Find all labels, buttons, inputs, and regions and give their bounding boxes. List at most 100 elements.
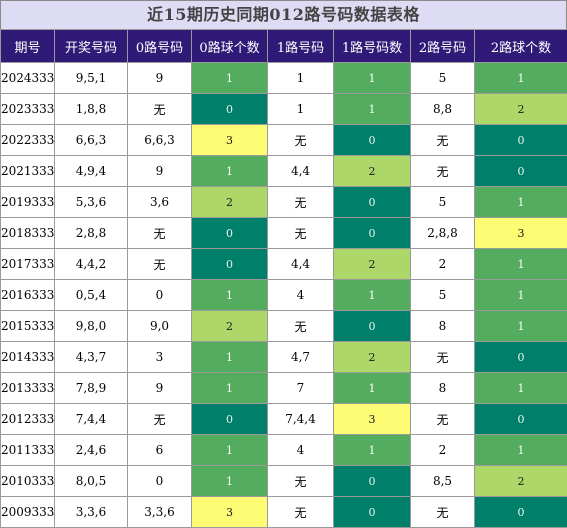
route2-count-cell: 0 xyxy=(475,342,567,373)
route0-numbers-cell: 9 xyxy=(128,63,192,94)
route1-numbers-cell: 7 xyxy=(268,373,334,404)
route1-numbers-cell: 1 xyxy=(268,63,334,94)
route2-count-cell: 1 xyxy=(475,249,567,280)
table-title: 近15期历史同期012路号码数据表格 xyxy=(0,0,567,29)
route0-numbers-cell: 9,0 xyxy=(128,311,192,342)
route1-numbers-cell: 4,4 xyxy=(268,249,334,280)
issue-cell: 2019333 xyxy=(1,187,55,218)
route2-numbers-cell: 2 xyxy=(411,435,475,466)
route2-count-cell: 0 xyxy=(475,497,567,528)
draw-number-cell: 1,8,8 xyxy=(55,94,128,125)
route0-numbers-cell: 无 xyxy=(128,218,192,249)
route0-numbers-cell: 3 xyxy=(128,342,192,373)
issue-cell: 2021333 xyxy=(1,156,55,187)
draw-number-cell: 7,4,4 xyxy=(55,404,128,435)
route2-count-cell: 2 xyxy=(475,94,567,125)
route0-count-cell: 3 xyxy=(192,497,268,528)
route2-count-cell: 0 xyxy=(475,125,567,156)
issue-cell: 2014333 xyxy=(1,342,55,373)
route0-count-cell: 1 xyxy=(192,63,268,94)
route1-count-cell: 0 xyxy=(334,497,411,528)
route2-count-cell: 1 xyxy=(475,63,567,94)
header-route0-numbers: 0路号码 xyxy=(128,30,192,63)
draw-number-cell: 3,3,6 xyxy=(55,497,128,528)
draw-number-cell: 6,6,3 xyxy=(55,125,128,156)
route1-count-cell: 1 xyxy=(334,280,411,311)
route1-count-cell: 0 xyxy=(334,311,411,342)
route0-count-cell: 2 xyxy=(192,311,268,342)
draw-number-cell: 0,5,4 xyxy=(55,280,128,311)
issue-cell: 2015333 xyxy=(1,311,55,342)
route2-numbers-cell: 8 xyxy=(411,311,475,342)
issue-cell: 2016333 xyxy=(1,280,55,311)
draw-number-cell: 2,8,8 xyxy=(55,218,128,249)
issue-cell: 2023333 xyxy=(1,94,55,125)
route0-numbers-cell: 无 xyxy=(128,249,192,280)
route0-numbers-cell: 0 xyxy=(128,466,192,497)
draw-number-cell: 4,9,4 xyxy=(55,156,128,187)
route2-numbers-cell: 无 xyxy=(411,125,475,156)
route1-numbers-cell: 无 xyxy=(268,218,334,249)
route2-count-cell: 1 xyxy=(475,435,567,466)
draw-number-cell: 5,3,6 xyxy=(55,187,128,218)
issue-cell: 2024333 xyxy=(1,63,55,94)
route2-numbers-cell: 无 xyxy=(411,156,475,187)
route1-numbers-cell: 无 xyxy=(268,187,334,218)
route2-count-cell: 0 xyxy=(475,156,567,187)
header-issue: 期号 xyxy=(1,30,55,63)
draw-number-cell: 4,3,7 xyxy=(55,342,128,373)
route1-count-cell: 0 xyxy=(334,218,411,249)
header-route1-numbers: 1路号码 xyxy=(268,30,334,63)
issue-cell: 2011333 xyxy=(1,435,55,466)
route2-numbers-cell: 2 xyxy=(411,249,475,280)
draw-number-cell: 2,4,6 xyxy=(55,435,128,466)
route2-count-cell: 1 xyxy=(475,373,567,404)
route2-count-cell: 1 xyxy=(475,311,567,342)
route1-numbers-cell: 4,7 xyxy=(268,342,334,373)
route0-count-cell: 3 xyxy=(192,125,268,156)
route0-count-cell: 1 xyxy=(192,373,268,404)
route0-numbers-cell: 3,3,6 xyxy=(128,497,192,528)
issue-cell: 2022333 xyxy=(1,125,55,156)
issue-cell: 2017333 xyxy=(1,249,55,280)
route0-numbers-cell: 无 xyxy=(128,94,192,125)
header-row: 期号 开奖号码 0路号码 0路球个数 1路号码 1路号码数 2路号码 2路球个数 xyxy=(1,30,567,63)
route2-count-cell: 3 xyxy=(475,218,567,249)
header-route0-count: 0路球个数 xyxy=(192,30,268,63)
route0-count-cell: 1 xyxy=(192,280,268,311)
route1-count-cell: 1 xyxy=(334,435,411,466)
route2-count-cell: 1 xyxy=(475,187,567,218)
route0-numbers-cell: 9 xyxy=(128,373,192,404)
history-table: 期号 开奖号码 0路号码 0路球个数 1路号码 1路号码数 2路号码 2路球个数… xyxy=(0,29,567,528)
route1-numbers-cell: 4 xyxy=(268,435,334,466)
route0-count-cell: 1 xyxy=(192,466,268,497)
draw-number-cell: 8,0,5 xyxy=(55,466,128,497)
route1-count-cell: 0 xyxy=(334,187,411,218)
route0-numbers-cell: 6,6,3 xyxy=(128,125,192,156)
issue-cell: 2010333 xyxy=(1,466,55,497)
table-container: 近15期历史同期012路号码数据表格 期号 开奖号码 0路号码 0路球个数 1路… xyxy=(0,0,567,515)
route2-count-cell: 0 xyxy=(475,404,567,435)
issue-cell: 2009333 xyxy=(1,497,55,528)
route2-numbers-cell: 8,8 xyxy=(411,94,475,125)
route0-numbers-cell: 6 xyxy=(128,435,192,466)
route0-count-cell: 0 xyxy=(192,249,268,280)
route0-count-cell: 1 xyxy=(192,156,268,187)
route2-numbers-cell: 无 xyxy=(411,342,475,373)
route1-count-cell: 2 xyxy=(334,156,411,187)
route1-numbers-cell: 无 xyxy=(268,466,334,497)
route1-count-cell: 2 xyxy=(334,249,411,280)
route2-count-cell: 1 xyxy=(475,280,567,311)
route0-numbers-cell: 0 xyxy=(128,280,192,311)
route1-count-cell: 1 xyxy=(334,373,411,404)
draw-number-cell: 7,8,9 xyxy=(55,373,128,404)
